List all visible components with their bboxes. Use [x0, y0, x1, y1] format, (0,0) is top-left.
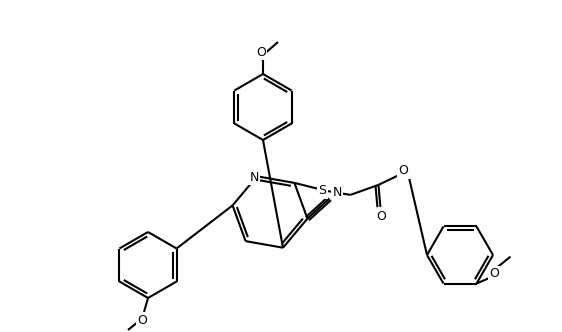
Text: O: O	[137, 313, 147, 326]
Text: N: N	[250, 171, 259, 184]
Text: N: N	[333, 186, 342, 199]
Text: S: S	[319, 184, 327, 198]
Text: O: O	[490, 267, 500, 280]
Text: O: O	[377, 210, 386, 223]
Text: O: O	[398, 164, 409, 177]
Text: O: O	[256, 45, 266, 58]
